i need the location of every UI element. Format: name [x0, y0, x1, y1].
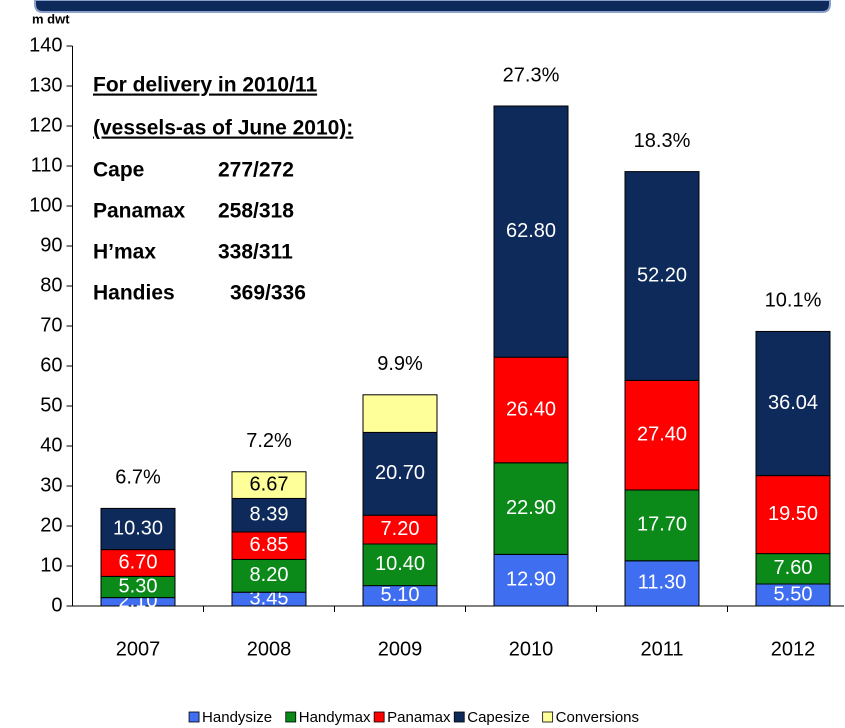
value-label: 52.20 [637, 264, 687, 286]
value-label: 12.90 [506, 568, 556, 590]
y-tick-label: 70 [40, 314, 62, 336]
y-tick-label: 140 [29, 34, 62, 56]
x-tick-label: 2009 [378, 638, 423, 660]
textbox-value: 338/311 [218, 241, 293, 264]
bar-segment [100, 549, 176, 577]
value-label: 22.90 [506, 497, 556, 519]
legend-swatch [373, 711, 385, 723]
value-label: 10.40 [375, 553, 425, 575]
bar-segment [362, 543, 438, 587]
value-label: 6.67 [250, 473, 289, 495]
y-tick-label: 100 [29, 194, 62, 216]
bar-segment [231, 497, 307, 533]
textbox-value: 258/318 [218, 200, 294, 223]
bar-segment [231, 471, 307, 499]
legend-swatch [188, 711, 200, 723]
header-bar [34, 0, 831, 13]
y-tick-label: 110 [31, 154, 63, 176]
bar-segment [493, 105, 569, 358]
legend-swatch [453, 711, 465, 723]
value-label: 26.40 [506, 398, 556, 420]
total-growth-label: 7.2% [246, 430, 292, 452]
total-growth-label: 27.3% [503, 64, 560, 86]
value-label: 8.39 [250, 504, 289, 526]
x-tick-label: 2011 [640, 638, 683, 660]
bar-segment [100, 507, 176, 551]
x-tick-label: 2010 [509, 638, 554, 660]
value-label: 5.50 [774, 583, 813, 605]
value-label: 11.30 [638, 572, 687, 594]
bar-segment [624, 560, 700, 607]
legend-label: Conversions [556, 709, 639, 726]
total-growth-label: 6.7% [115, 467, 161, 489]
value-label: 8.20 [250, 564, 289, 586]
textbox-label: Handies [93, 282, 175, 305]
bar-segment [755, 475, 831, 555]
value-label: 5.30 [119, 575, 158, 597]
textbox-value: 277/272 [218, 159, 294, 182]
bar-segment [362, 394, 438, 433]
y-axis-label: m dwt [32, 11, 70, 26]
bar-segment [755, 330, 831, 477]
y-tick-label: 90 [40, 234, 62, 256]
y-tick-label: 120 [29, 114, 62, 136]
textbox-value: 369/336 [230, 282, 306, 305]
bar-segment [231, 558, 307, 593]
value-label: 62.80 [506, 220, 556, 242]
y-tick-label: 60 [40, 354, 62, 376]
value-label: 3.45 [250, 587, 289, 609]
value-label: 27.40 [637, 423, 687, 445]
bar-segment [624, 489, 700, 562]
bar-segment [362, 431, 438, 516]
value-label: 5.10 [381, 584, 420, 606]
y-tick-label: 130 [29, 74, 62, 96]
textbox-label: H’max [93, 241, 156, 264]
value-label: 7.20 [381, 518, 420, 540]
bar-segment [493, 356, 569, 464]
value-label: 36.04 [768, 392, 818, 414]
legend-label: Panamax [387, 709, 451, 726]
y-tick-label: 20 [40, 514, 62, 536]
legend-label: Capesize [467, 709, 530, 726]
value-label: 10.30 [113, 517, 163, 539]
y-tick-label: 40 [40, 434, 62, 456]
legend-label: Handymax [299, 709, 371, 726]
y-tick-label: 30 [40, 474, 62, 496]
y-tick-label: 80 [40, 274, 62, 296]
value-label: 17.70 [637, 514, 687, 536]
textbox-label: Panamax [93, 200, 186, 223]
textbox-heading: (vessels-as of June 2010): [93, 117, 353, 140]
bar-segment [362, 514, 438, 545]
value-label: 20.70 [375, 462, 425, 484]
bar-segment [624, 379, 700, 491]
total-growth-label: 18.3% [634, 130, 691, 152]
legend-label: Handysize [202, 709, 272, 726]
legend-swatch [542, 711, 554, 723]
value-label: 6.85 [250, 534, 289, 556]
x-tick-label: 2012 [771, 638, 816, 660]
total-growth-label: 9.9% [377, 353, 423, 375]
legend-swatch [285, 711, 297, 723]
x-tick-label: 2008 [247, 638, 292, 660]
textbox-label: Cape [93, 159, 144, 182]
value-label: 19.50 [768, 503, 818, 525]
y-tick-label: 50 [40, 394, 62, 416]
value-label: 7.60 [774, 557, 813, 579]
x-tick-label: 2007 [116, 638, 161, 660]
textbox-heading: For delivery in 2010/11 [93, 74, 317, 97]
y-tick-label: 0 [51, 594, 62, 616]
bar-segment [755, 553, 831, 585]
bar-segment [624, 171, 700, 381]
y-tick-label: 10 [40, 554, 62, 576]
bar-segment [493, 462, 569, 555]
total-growth-label: 10.1% [765, 290, 822, 312]
value-label: 6.70 [119, 551, 158, 573]
